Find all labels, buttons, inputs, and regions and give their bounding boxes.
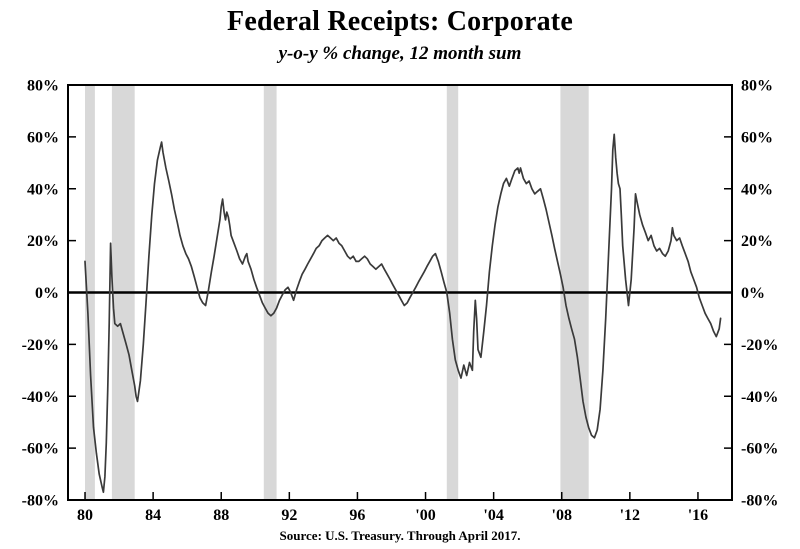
x-tick-label: 80 bbox=[77, 507, 93, 524]
y-tick-label-right: 0% bbox=[741, 285, 765, 302]
x-tick-label: 88 bbox=[213, 507, 229, 524]
y-tick-label-right: 40% bbox=[741, 181, 773, 198]
y-tick-label-left: 80% bbox=[27, 78, 59, 95]
y-tick-label-right: 20% bbox=[741, 233, 773, 250]
x-tick-label: '00 bbox=[415, 507, 435, 524]
y-tick-label-right: -80% bbox=[741, 493, 778, 510]
x-tick-label: '08 bbox=[552, 507, 572, 524]
y-tick-label-left: 40% bbox=[27, 181, 59, 198]
x-tick-label: 84 bbox=[145, 507, 161, 524]
y-tick-label-left: -80% bbox=[22, 493, 59, 510]
y-tick-label-left: -60% bbox=[22, 441, 59, 458]
y-tick-label-left: 20% bbox=[27, 233, 59, 250]
x-tick-label: '16 bbox=[688, 507, 708, 524]
series-line bbox=[84, 133, 722, 494]
line-chart: 80% 80% 60% 60% 40% 40% 20% 20% 0% 0% -20% -20% -40%… bbox=[22, 78, 779, 524]
y-tick-label-right: -40% bbox=[741, 389, 778, 406]
x-tick-label: 92 bbox=[281, 507, 297, 524]
y-tick-label-right: -60% bbox=[741, 441, 778, 458]
chart-title: Federal Receipts: Corporate bbox=[227, 6, 573, 37]
x-tick-label: 96 bbox=[349, 507, 365, 524]
y-tick-label-right: 80% bbox=[741, 78, 773, 95]
source-note: Source: U.S. Treasury. Through April 201… bbox=[279, 528, 521, 543]
x-tick-label: '04 bbox=[483, 507, 503, 524]
y-tick-label-left: -20% bbox=[22, 337, 59, 354]
chart-subtitle: y-o-y % change, 12 month sum bbox=[278, 43, 522, 64]
y-tick-label-right: 60% bbox=[741, 129, 773, 146]
plot-frame bbox=[67, 84, 733, 501]
y-tick-label-right: -20% bbox=[741, 337, 778, 354]
y-tick-label-left: 0% bbox=[35, 285, 59, 302]
x-tick-label: '12 bbox=[620, 507, 640, 524]
y-tick-label-left: -40% bbox=[22, 389, 59, 406]
y-tick-label-left: 60% bbox=[27, 129, 59, 146]
